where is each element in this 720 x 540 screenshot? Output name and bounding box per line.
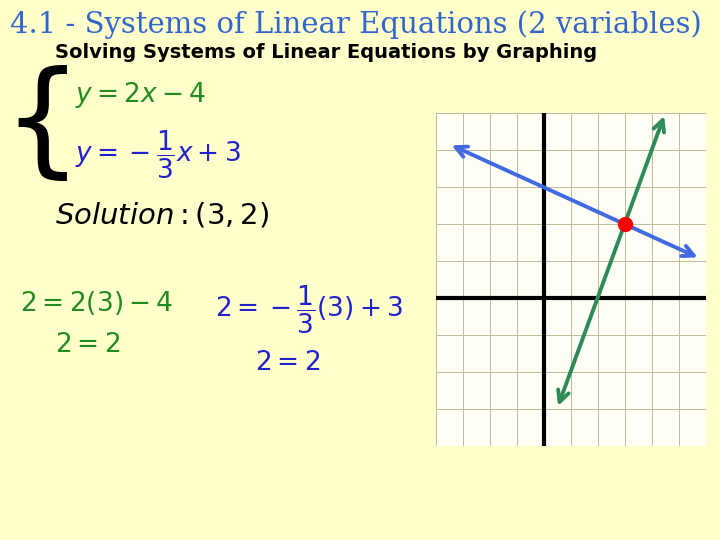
Text: $\mathit{Solution} : (3, 2)$: $\mathit{Solution} : (3, 2)$ [55, 200, 269, 230]
Text: $2 = 2$: $2 = 2$ [55, 333, 120, 357]
Text: Solving Systems of Linear Equations by Graphing: Solving Systems of Linear Equations by G… [55, 43, 597, 62]
Text: $\{$: $\{$ [2, 64, 68, 186]
Text: 4.1 - Systems of Linear Equations (2 variables): 4.1 - Systems of Linear Equations (2 var… [10, 10, 702, 39]
Text: $2 = 2$: $2 = 2$ [255, 349, 320, 375]
Text: $2 = 2(3) - 4$: $2 = 2(3) - 4$ [20, 289, 173, 317]
Text: $y = -\dfrac{1}{3}x + 3$: $y = -\dfrac{1}{3}x + 3$ [75, 129, 240, 181]
Text: $2 = -\dfrac{1}{3}(3) + 3$: $2 = -\dfrac{1}{3}(3) + 3$ [215, 284, 403, 336]
Text: $y = 2x - 4$: $y = 2x - 4$ [75, 80, 206, 110]
